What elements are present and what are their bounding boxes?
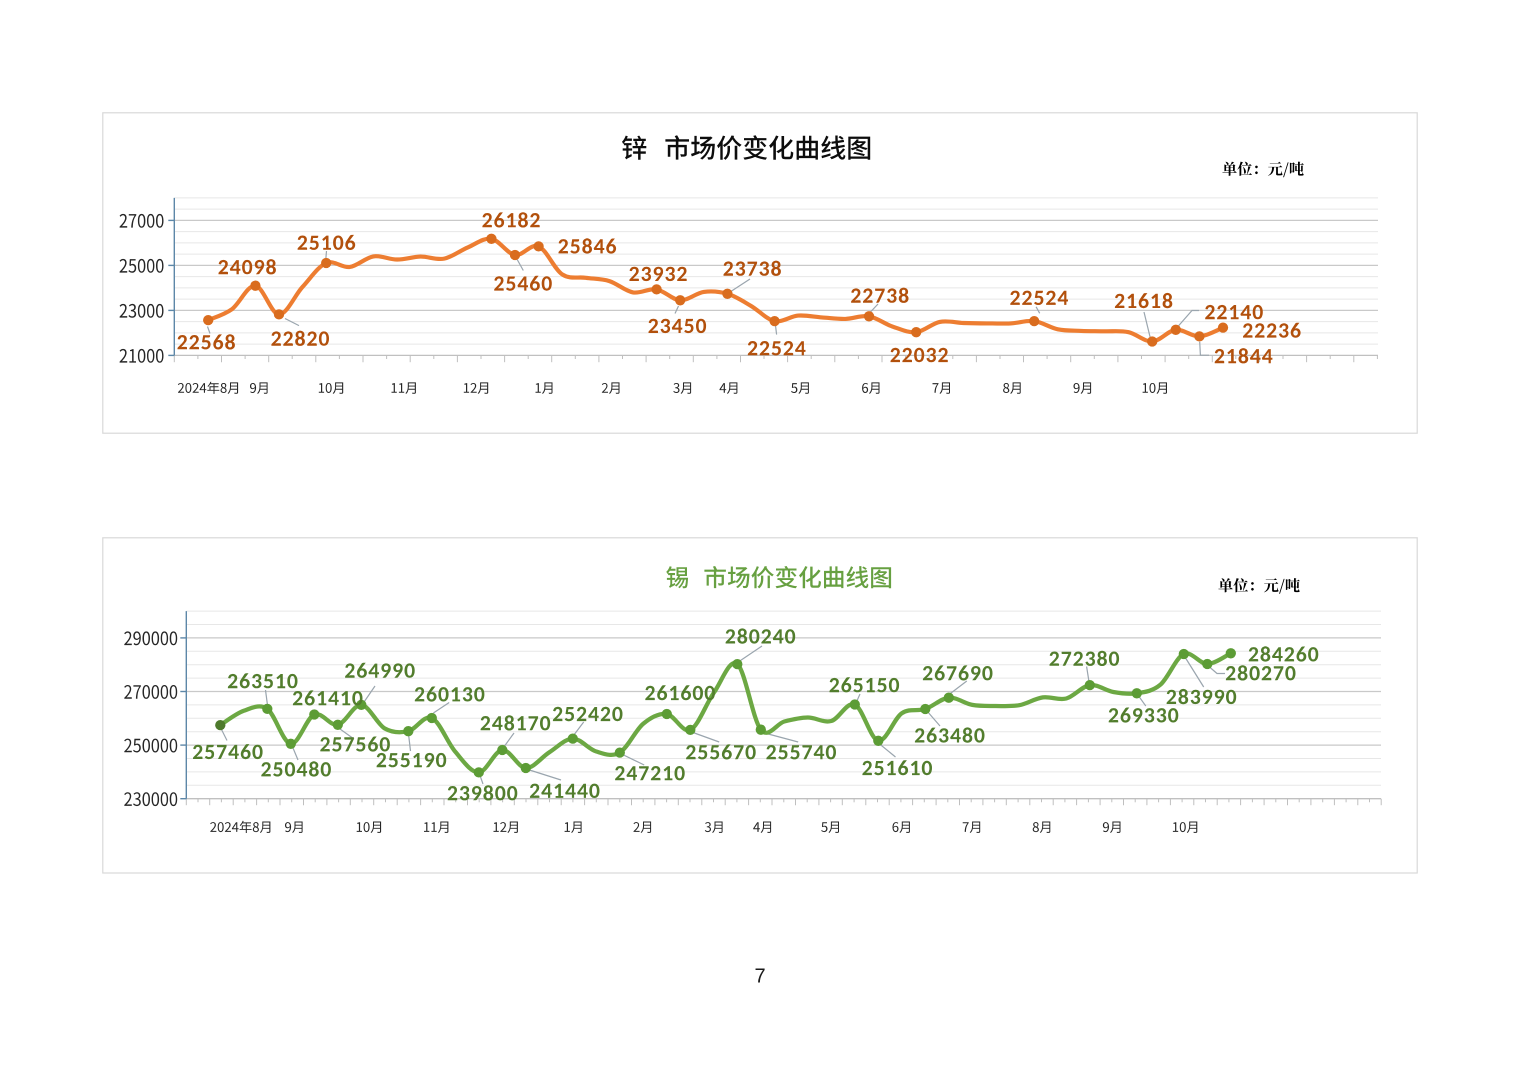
- svg-text:7: 7: [754, 966, 765, 988]
